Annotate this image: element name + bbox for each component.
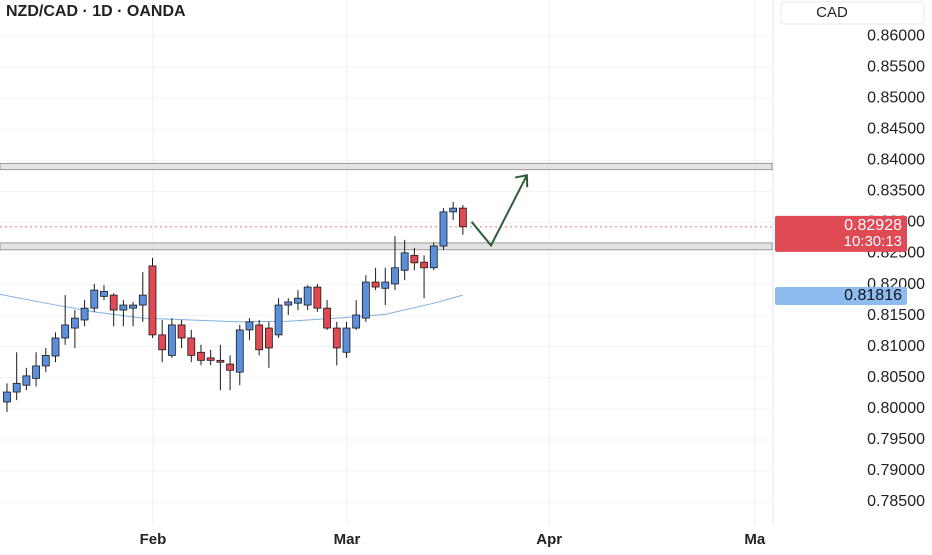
y-tick-label: 0.86000 [867, 27, 925, 44]
candle-body [235, 329, 244, 373]
moving-average [0, 293, 464, 323]
candle-body [32, 365, 40, 379]
candle-body [303, 286, 312, 306]
y-tick-label: 0.83500 [867, 183, 925, 200]
candle-body [90, 289, 99, 309]
candle-body [109, 294, 118, 311]
candle-body [284, 301, 293, 306]
candle-body [400, 252, 409, 271]
candle-body [429, 245, 438, 269]
arrow-head [514, 173, 529, 188]
candle-body [3, 391, 11, 403]
candle-body [391, 267, 399, 285]
candle-body [51, 337, 60, 357]
candle-body [167, 324, 176, 356]
y-tick-label: 0.85500 [867, 58, 925, 75]
candle-body [449, 207, 458, 213]
y-tick-label: 0.84500 [867, 120, 925, 137]
candle-body [332, 327, 341, 349]
x-tick-label: Mar [334, 531, 361, 548]
last-price-box [775, 215, 907, 252]
ma-price-box [775, 286, 907, 305]
y-axis-title: CAD [816, 4, 848, 21]
zone [0, 162, 773, 171]
chart-title: NZD/CAD · 1D · OANDA [6, 3, 186, 20]
candle-body [255, 324, 264, 351]
candle-body [323, 307, 331, 329]
x-tick-label: Ma [744, 531, 765, 548]
candle-body [274, 304, 283, 336]
y-tick-label: 0.78500 [867, 493, 925, 510]
candle-body [361, 281, 370, 319]
candle-body [187, 337, 196, 356]
candle-body [439, 211, 448, 247]
candle-body [342, 327, 351, 353]
candle-body [61, 324, 70, 339]
candle-body [197, 351, 205, 361]
currency-box[interactable] [780, 1, 925, 25]
candle-body [226, 363, 234, 371]
candle-body [206, 357, 215, 361]
candle-body [119, 304, 128, 311]
candle-body [410, 254, 419, 264]
candle-body [138, 294, 147, 306]
candle-body [264, 327, 273, 349]
candle-body [381, 281, 390, 289]
candle-body [420, 261, 428, 269]
candle-body [458, 207, 467, 228]
candle-body [100, 290, 108, 297]
countdown-label: 10:30:13 [844, 233, 902, 250]
candle-body [352, 314, 361, 329]
projection-arrow [470, 174, 528, 248]
y-tick-label: 0.85000 [867, 89, 925, 106]
y-tick-label: 0.84000 [867, 152, 925, 169]
candle-body [313, 286, 322, 309]
x-tick-label: Feb [140, 531, 167, 548]
candle-body [12, 382, 21, 393]
candle-body [158, 334, 167, 351]
y-tick-label: 0.81000 [867, 338, 925, 355]
last-price-label: 0.82928 [844, 217, 902, 234]
candle-body [22, 375, 31, 386]
candle-body [245, 321, 254, 331]
candle-body [177, 324, 186, 339]
candle-body [294, 297, 302, 304]
y-tick-label: 0.80000 [867, 400, 925, 417]
candle-body [371, 281, 380, 288]
candle-body [216, 359, 225, 363]
y-tick-label: 0.79000 [867, 462, 925, 479]
ma-price-label: 0.81816 [844, 287, 902, 304]
candle-body [41, 354, 50, 367]
candle-body [129, 304, 137, 309]
y-tick-label: 0.81500 [867, 307, 925, 324]
y-tick-label: 0.79500 [867, 431, 925, 448]
candle-body [148, 265, 157, 336]
zone [0, 242, 773, 251]
y-tick-label: 0.80500 [867, 369, 925, 386]
candle-body [80, 307, 89, 321]
candle-body [70, 317, 79, 329]
x-tick-label: Apr [536, 531, 562, 548]
